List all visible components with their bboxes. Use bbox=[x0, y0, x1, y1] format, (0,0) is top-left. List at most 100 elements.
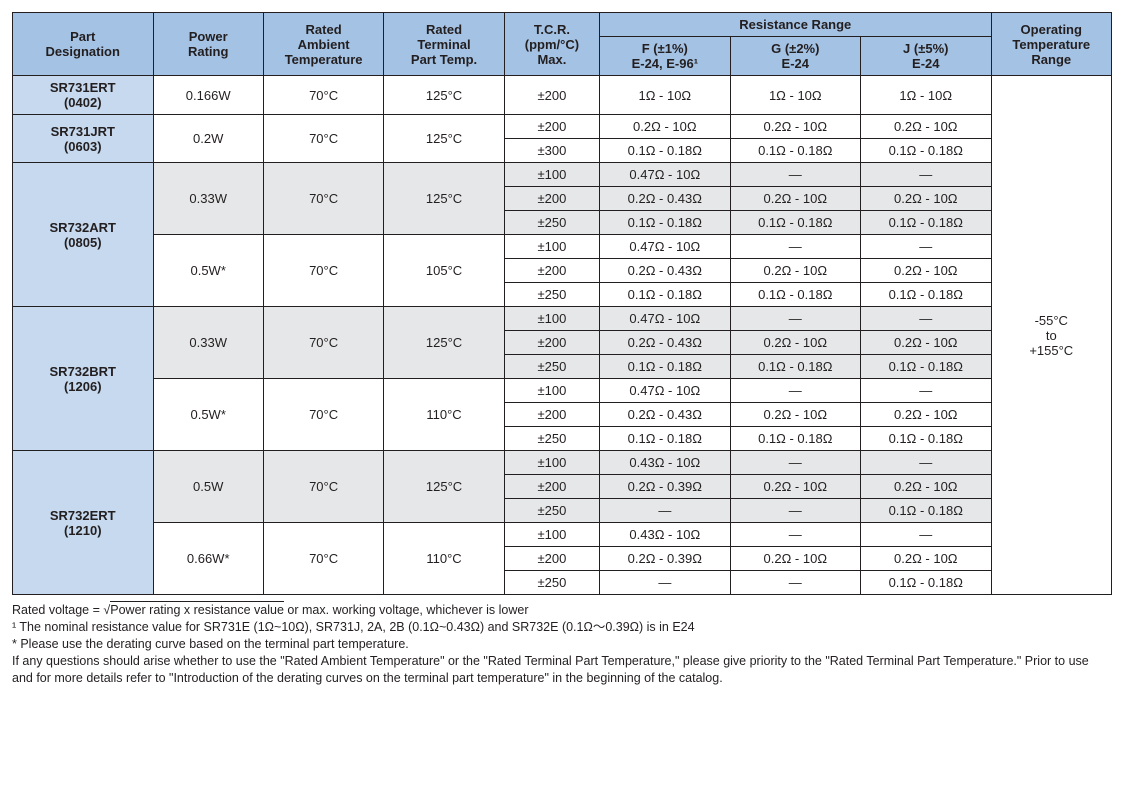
table-row: 0.66W* 70°C 110°C ±100 0.43Ω - 10Ω — — bbox=[13, 523, 1112, 547]
cell-g: — bbox=[730, 451, 860, 475]
cell-f: — bbox=[600, 571, 730, 595]
cell-ambient: 70°C bbox=[263, 379, 383, 451]
cell-g: 0.1Ω - 0.18Ω bbox=[730, 427, 860, 451]
part-designation: SR732ERT(1210) bbox=[13, 451, 154, 595]
cell-j: 0.1Ω - 0.18Ω bbox=[861, 283, 992, 307]
cell-f: 0.47Ω - 10Ω bbox=[600, 307, 730, 331]
cell-tcr: ±250 bbox=[504, 211, 599, 235]
col-terminal: RatedTerminalPart Temp. bbox=[384, 13, 504, 76]
cell-j: 0.2Ω - 10Ω bbox=[861, 115, 992, 139]
cell-g: 1Ω - 10Ω bbox=[730, 76, 860, 115]
table-body: SR731ERT(0402) 0.166W 70°C 125°C ±200 1Ω… bbox=[13, 76, 1112, 595]
cell-f: 0.2Ω - 0.39Ω bbox=[600, 475, 730, 499]
cell-terminal: 125°C bbox=[384, 76, 504, 115]
cell-j: 0.1Ω - 0.18Ω bbox=[861, 499, 992, 523]
cell-power: 0.5W* bbox=[153, 379, 263, 451]
footnote-nominal: ¹ The nominal resistance value for SR731… bbox=[12, 619, 1112, 636]
cell-j: 0.1Ω - 0.18Ω bbox=[861, 355, 992, 379]
col-tcr: T.C.R.(ppm/°C)Max. bbox=[504, 13, 599, 76]
cell-f: 0.47Ω - 10Ω bbox=[600, 235, 730, 259]
cell-optemp: -55°Cto+155°C bbox=[991, 76, 1111, 595]
table-row: SR732ART(0805) 0.33W 70°C 125°C ±100 0.4… bbox=[13, 163, 1112, 187]
cell-g: — bbox=[730, 379, 860, 403]
table-row: 0.5W* 70°C 110°C ±100 0.47Ω - 10Ω — — bbox=[13, 379, 1112, 403]
cell-tcr: ±100 bbox=[504, 163, 599, 187]
cell-f: 0.2Ω - 0.43Ω bbox=[600, 259, 730, 283]
cell-j: 0.2Ω - 10Ω bbox=[861, 187, 992, 211]
cell-tcr: ±250 bbox=[504, 355, 599, 379]
cell-f: 0.43Ω - 10Ω bbox=[600, 523, 730, 547]
cell-j: — bbox=[861, 379, 992, 403]
table-row: SR731JRT(0603) 0.2W 70°C 125°C ±200 0.2Ω… bbox=[13, 115, 1112, 139]
cell-f: 0.1Ω - 0.18Ω bbox=[600, 427, 730, 451]
cell-tcr: ±200 bbox=[504, 331, 599, 355]
cell-j: 0.1Ω - 0.18Ω bbox=[861, 211, 992, 235]
col-rr-j: J (±5%)E-24 bbox=[861, 37, 992, 76]
cell-j: 0.2Ω - 10Ω bbox=[861, 403, 992, 427]
cell-ambient: 70°C bbox=[263, 76, 383, 115]
cell-j: 0.1Ω - 0.18Ω bbox=[861, 571, 992, 595]
cell-tcr: ±250 bbox=[504, 283, 599, 307]
cell-ambient: 70°C bbox=[263, 115, 383, 163]
cell-tcr: ±250 bbox=[504, 499, 599, 523]
cell-g: 0.1Ω - 0.18Ω bbox=[730, 211, 860, 235]
col-rr-g: G (±2%)E-24 bbox=[730, 37, 860, 76]
cell-j: — bbox=[861, 523, 992, 547]
part-designation: SR732BRT(1206) bbox=[13, 307, 154, 451]
cell-f: 0.1Ω - 0.18Ω bbox=[600, 139, 730, 163]
cell-f: — bbox=[600, 499, 730, 523]
footnote-rated-voltage: Rated voltage = √Power rating x resistan… bbox=[12, 601, 1112, 619]
cell-g: 0.2Ω - 10Ω bbox=[730, 331, 860, 355]
cell-f: 0.47Ω - 10Ω bbox=[600, 163, 730, 187]
cell-j: 0.2Ω - 10Ω bbox=[861, 331, 992, 355]
cell-g: 0.1Ω - 0.18Ω bbox=[730, 283, 860, 307]
cell-tcr: ±200 bbox=[504, 259, 599, 283]
cell-g: 0.2Ω - 10Ω bbox=[730, 115, 860, 139]
cell-g: 0.2Ω - 10Ω bbox=[730, 547, 860, 571]
cell-g: — bbox=[730, 163, 860, 187]
cell-f: 0.2Ω - 0.43Ω bbox=[600, 403, 730, 427]
table-header: PartDesignation PowerRating RatedAmbient… bbox=[13, 13, 1112, 76]
cell-j: — bbox=[861, 307, 992, 331]
col-resistance-range: Resistance Range bbox=[600, 13, 991, 37]
cell-j: 0.2Ω - 10Ω bbox=[861, 259, 992, 283]
cell-terminal: 125°C bbox=[384, 163, 504, 235]
cell-ambient: 70°C bbox=[263, 235, 383, 307]
col-part: PartDesignation bbox=[13, 13, 154, 76]
specification-table: PartDesignation PowerRating RatedAmbient… bbox=[12, 12, 1112, 595]
cell-f: 0.43Ω - 10Ω bbox=[600, 451, 730, 475]
cell-terminal: 105°C bbox=[384, 235, 504, 307]
cell-g: 0.2Ω - 10Ω bbox=[730, 259, 860, 283]
cell-j: 1Ω - 10Ω bbox=[861, 76, 992, 115]
footnote-derating: * Please use the derating curve based on… bbox=[12, 636, 1112, 653]
cell-f: 0.1Ω - 0.18Ω bbox=[600, 211, 730, 235]
cell-g: — bbox=[730, 571, 860, 595]
table-row: SR732BRT(1206) 0.33W 70°C 125°C ±100 0.4… bbox=[13, 307, 1112, 331]
cell-tcr: ±100 bbox=[504, 235, 599, 259]
cell-tcr: ±100 bbox=[504, 307, 599, 331]
cell-f: 0.1Ω - 0.18Ω bbox=[600, 283, 730, 307]
cell-j: 0.2Ω - 10Ω bbox=[861, 547, 992, 571]
cell-j: — bbox=[861, 235, 992, 259]
cell-tcr: ±200 bbox=[504, 403, 599, 427]
cell-g: — bbox=[730, 235, 860, 259]
col-rr-f: F (±1%)E-24, E-96¹ bbox=[600, 37, 730, 76]
footnote-guidance: If any questions should arise whether to… bbox=[12, 653, 1112, 687]
cell-tcr: ±200 bbox=[504, 187, 599, 211]
cell-g: 0.2Ω - 10Ω bbox=[730, 187, 860, 211]
cell-tcr: ±200 bbox=[504, 547, 599, 571]
cell-f: 0.47Ω - 10Ω bbox=[600, 379, 730, 403]
part-designation: SR731ERT(0402) bbox=[13, 76, 154, 115]
cell-power: 0.5W bbox=[153, 451, 263, 523]
cell-power: 0.33W bbox=[153, 307, 263, 379]
cell-power: 0.33W bbox=[153, 163, 263, 235]
cell-tcr: ±200 bbox=[504, 115, 599, 139]
cell-power: 0.5W* bbox=[153, 235, 263, 307]
footnote-text: Rated voltage = √ bbox=[12, 603, 110, 617]
cell-g: 0.2Ω - 10Ω bbox=[730, 403, 860, 427]
cell-power: 0.2W bbox=[153, 115, 263, 163]
cell-ambient: 70°C bbox=[263, 163, 383, 235]
cell-g: — bbox=[730, 307, 860, 331]
cell-g: — bbox=[730, 523, 860, 547]
cell-g: 0.1Ω - 0.18Ω bbox=[730, 355, 860, 379]
